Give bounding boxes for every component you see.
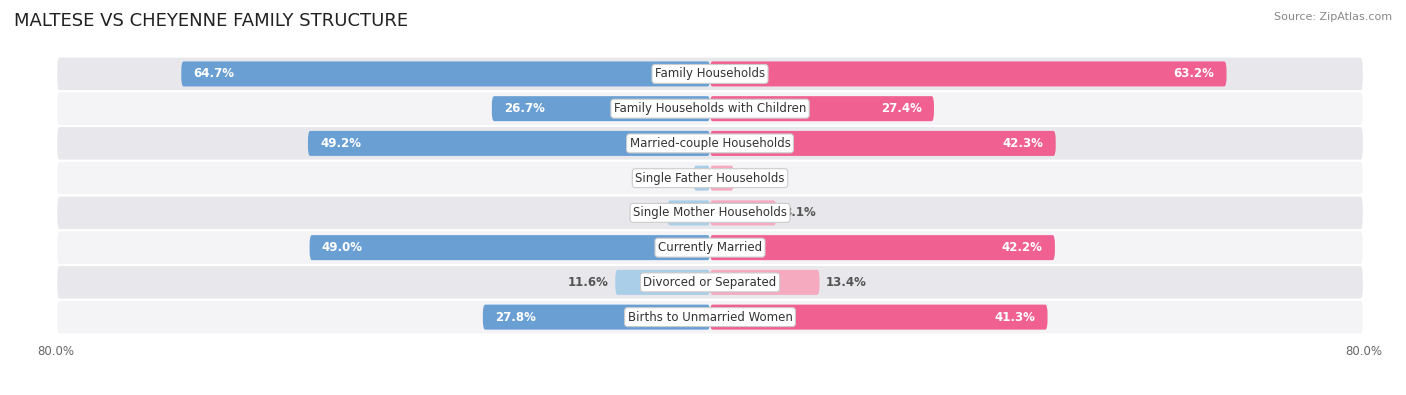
- FancyBboxPatch shape: [309, 235, 710, 260]
- Text: 11.6%: 11.6%: [568, 276, 609, 289]
- Text: 5.2%: 5.2%: [628, 207, 661, 219]
- Text: Single Father Households: Single Father Households: [636, 172, 785, 184]
- FancyBboxPatch shape: [56, 230, 1364, 265]
- Text: 49.2%: 49.2%: [321, 137, 361, 150]
- Text: Source: ZipAtlas.com: Source: ZipAtlas.com: [1274, 12, 1392, 22]
- Text: Births to Unmarried Women: Births to Unmarried Women: [627, 310, 793, 324]
- FancyBboxPatch shape: [56, 300, 1364, 335]
- Text: 42.3%: 42.3%: [1002, 137, 1043, 150]
- FancyBboxPatch shape: [181, 62, 710, 87]
- Text: MALTESE VS CHEYENNE FAMILY STRUCTURE: MALTESE VS CHEYENNE FAMILY STRUCTURE: [14, 12, 408, 30]
- FancyBboxPatch shape: [56, 126, 1364, 161]
- FancyBboxPatch shape: [710, 96, 934, 121]
- Text: Family Households: Family Households: [655, 68, 765, 81]
- Text: 8.1%: 8.1%: [783, 207, 815, 219]
- Text: 2.0%: 2.0%: [655, 172, 688, 184]
- Text: 64.7%: 64.7%: [194, 68, 235, 81]
- Text: Single Mother Households: Single Mother Households: [633, 207, 787, 219]
- FancyBboxPatch shape: [710, 270, 820, 295]
- FancyBboxPatch shape: [710, 305, 1047, 329]
- FancyBboxPatch shape: [56, 196, 1364, 230]
- FancyBboxPatch shape: [710, 166, 734, 191]
- Text: 13.4%: 13.4%: [827, 276, 868, 289]
- Text: 26.7%: 26.7%: [505, 102, 546, 115]
- FancyBboxPatch shape: [56, 91, 1364, 126]
- Text: 27.8%: 27.8%: [495, 310, 536, 324]
- FancyBboxPatch shape: [56, 56, 1364, 91]
- FancyBboxPatch shape: [668, 200, 710, 226]
- FancyBboxPatch shape: [56, 265, 1364, 300]
- FancyBboxPatch shape: [710, 200, 776, 226]
- Text: Currently Married: Currently Married: [658, 241, 762, 254]
- FancyBboxPatch shape: [693, 166, 710, 191]
- Legend: Maltese, Cheyenne: Maltese, Cheyenne: [623, 391, 797, 395]
- Text: 41.3%: 41.3%: [994, 310, 1035, 324]
- Text: 2.9%: 2.9%: [741, 172, 773, 184]
- Text: Divorced or Separated: Divorced or Separated: [644, 276, 776, 289]
- FancyBboxPatch shape: [616, 270, 710, 295]
- FancyBboxPatch shape: [710, 62, 1226, 87]
- FancyBboxPatch shape: [492, 96, 710, 121]
- FancyBboxPatch shape: [710, 131, 1056, 156]
- Text: Married-couple Households: Married-couple Households: [630, 137, 790, 150]
- Text: 42.2%: 42.2%: [1001, 241, 1043, 254]
- Text: 63.2%: 63.2%: [1174, 68, 1215, 81]
- FancyBboxPatch shape: [710, 235, 1054, 260]
- Text: 49.0%: 49.0%: [322, 241, 363, 254]
- Text: Family Households with Children: Family Households with Children: [614, 102, 806, 115]
- FancyBboxPatch shape: [482, 305, 710, 329]
- Text: 27.4%: 27.4%: [880, 102, 922, 115]
- FancyBboxPatch shape: [56, 161, 1364, 196]
- FancyBboxPatch shape: [308, 131, 710, 156]
